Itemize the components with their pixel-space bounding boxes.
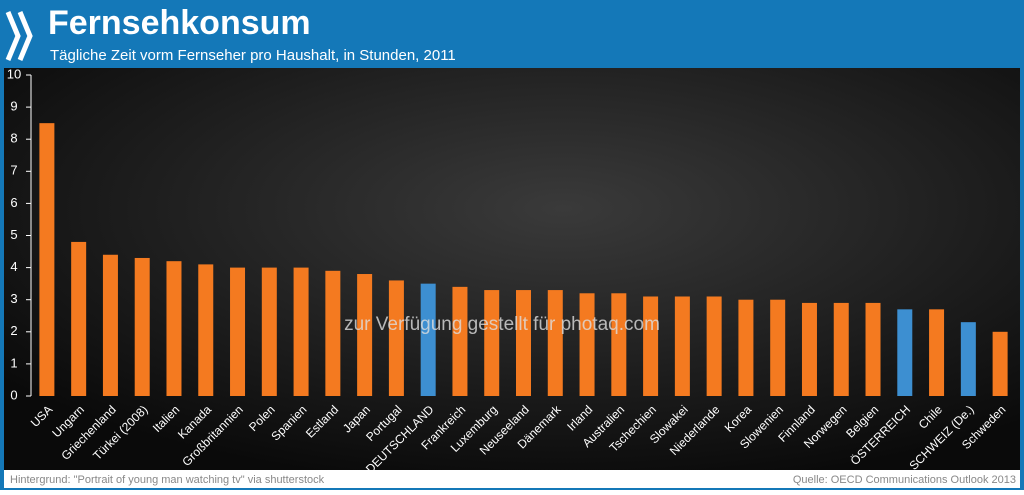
- y-tick-label: 8: [10, 131, 17, 146]
- y-tick-label: 4: [10, 259, 17, 274]
- bar: [420, 283, 436, 396]
- bar: [547, 290, 563, 396]
- bar: [801, 302, 817, 396]
- bar: [865, 302, 881, 396]
- bar: [992, 331, 1008, 396]
- bar: [738, 299, 754, 396]
- bar: [516, 290, 531, 396]
- bar: [166, 261, 182, 396]
- y-tick-label: 1: [10, 355, 17, 370]
- bar: [833, 302, 849, 396]
- y-tick-label: 5: [10, 227, 17, 242]
- bar: [897, 309, 913, 396]
- footnote: Hintergrund: "Portrait of young man watc…: [10, 474, 325, 486]
- bar: [770, 299, 786, 396]
- bar: [643, 296, 659, 396]
- logo: [5, 11, 33, 61]
- bar: [102, 254, 118, 396]
- bar: [198, 264, 214, 396]
- bar: [706, 296, 722, 396]
- bar: [134, 257, 150, 396]
- y-tick-label: 7: [10, 163, 17, 178]
- y-tick-label: 0: [10, 387, 17, 402]
- chart-subtitle: Tägliche Zeit vorm Fernseher pro Haushal…: [50, 47, 456, 64]
- footer-background: [4, 470, 1020, 488]
- bar: [674, 296, 690, 396]
- bar: [579, 293, 595, 396]
- bar: [293, 267, 309, 396]
- bar: [611, 293, 627, 396]
- bar: [325, 270, 341, 396]
- bar: [39, 123, 55, 397]
- bar: [261, 267, 277, 396]
- watermark: zur Verfügung gestellt für photaq.com: [344, 314, 660, 335]
- bar: [452, 286, 468, 396]
- y-tick-label: 6: [10, 195, 17, 210]
- bar: [71, 241, 87, 396]
- y-tick-label: 9: [10, 99, 17, 114]
- y-tick-label: 2: [10, 323, 17, 338]
- bar: [388, 280, 404, 396]
- chart-title: Fernsehkonsum: [48, 4, 311, 42]
- bar: [357, 274, 373, 396]
- bar: [484, 290, 500, 396]
- bar: [230, 267, 246, 396]
- bar: [960, 322, 976, 396]
- y-tick-label: 10: [7, 66, 21, 81]
- y-tick-label: 3: [10, 291, 17, 306]
- source: Quelle: OECD Communications Outlook 2013: [793, 474, 1016, 486]
- bar: [929, 309, 945, 396]
